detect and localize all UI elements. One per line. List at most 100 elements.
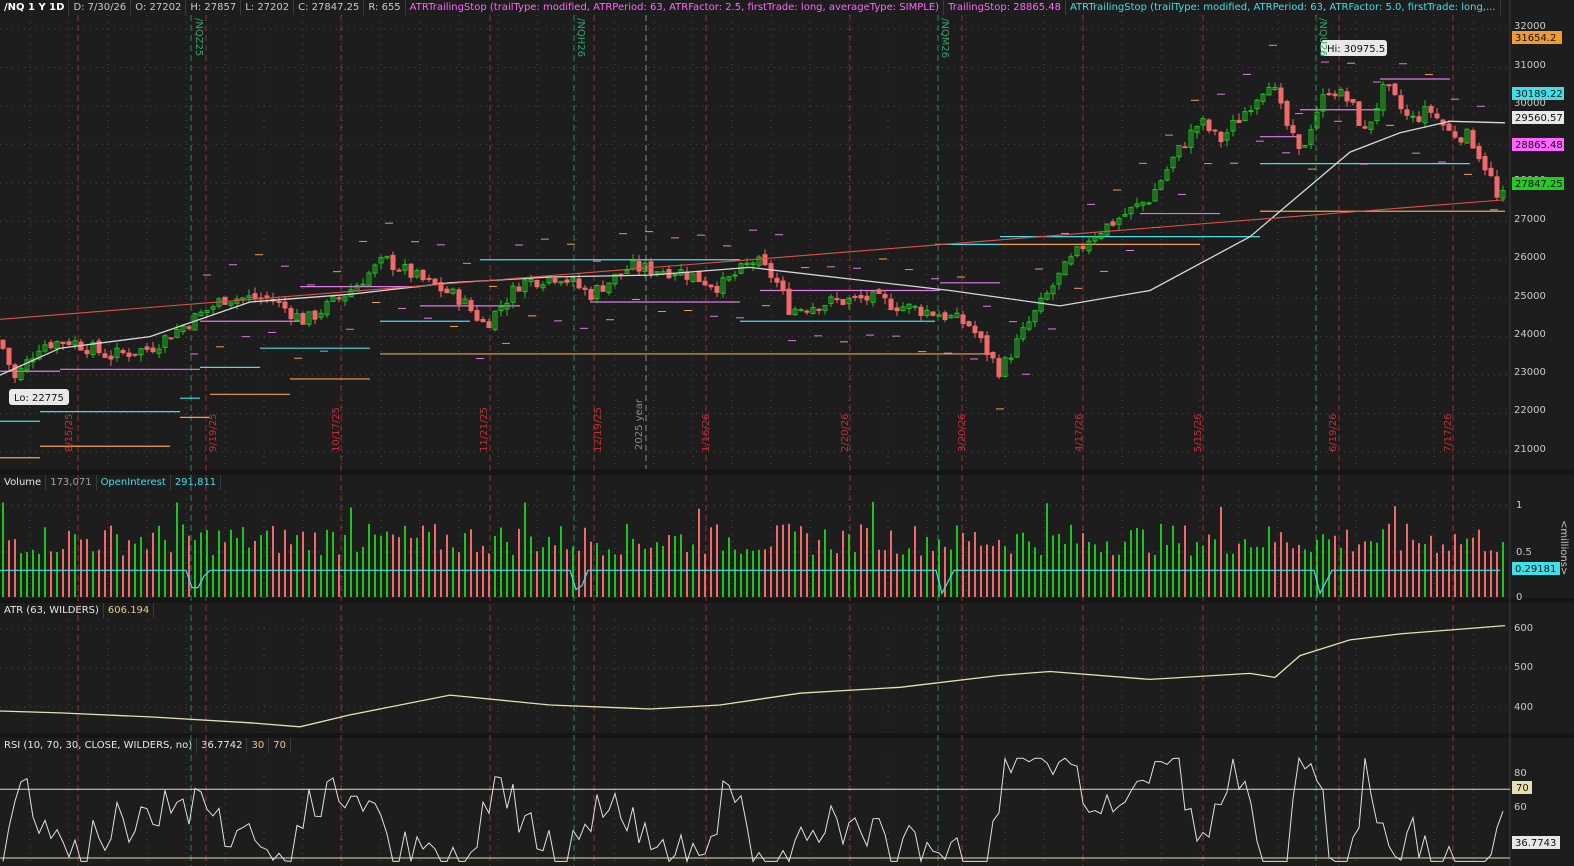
pane-separator[interactable] <box>0 733 1574 738</box>
trailing-stops <box>0 44 1505 459</box>
volume-title[interactable]: Volume <box>0 475 47 490</box>
candle-body <box>1416 116 1422 122</box>
candle-body <box>1008 357 1014 360</box>
study2-label[interactable]: ATRTrailingStop (trailType: modified, AT… <box>1066 0 1501 15</box>
candle-body <box>1140 201 1146 206</box>
volume-bar <box>116 534 118 597</box>
volume-bar <box>266 530 268 597</box>
candle-body <box>906 303 912 309</box>
candle-body <box>96 340 102 354</box>
atr-plot <box>0 624 1506 728</box>
volume-bar <box>1010 553 1012 597</box>
volume-bar <box>1454 534 1456 597</box>
volume-bar <box>356 551 358 597</box>
date-labels: 8/15/25 9/19/25 10/17/25 11/21/25 12/19/… <box>64 407 1454 452</box>
volume-bar <box>836 553 838 597</box>
candle-body <box>810 307 816 314</box>
volume-bar <box>1250 547 1252 597</box>
candle-body <box>72 340 78 346</box>
rsi-title[interactable]: RSI (10, 70, 30, CLOSE, WILDERS, no) <box>0 738 198 753</box>
candle-body <box>276 301 282 304</box>
candle-body <box>1146 202 1152 205</box>
price-axis[interactable]: 32000 31000 30000 29000 28000 27000 2600… <box>1512 21 1564 455</box>
volume-bar <box>32 549 34 597</box>
candle-body <box>378 257 384 264</box>
pane-separator[interactable] <box>0 598 1574 603</box>
volume-bar <box>866 528 868 597</box>
volume-bar <box>830 549 832 597</box>
volume-bar <box>566 549 568 597</box>
candle-body <box>1296 134 1302 149</box>
volume-bar <box>128 540 130 597</box>
volume-bar <box>1058 533 1060 597</box>
candle-body <box>960 314 966 325</box>
volume-bar <box>932 550 934 597</box>
candle-body <box>948 314 954 319</box>
candle-body <box>822 305 828 311</box>
volume-bar <box>998 539 1000 597</box>
pane-separator[interactable] <box>0 469 1574 475</box>
rsi-axis[interactable]: 80 60 70 36.7743 <box>1512 768 1560 849</box>
candle-body <box>570 277 576 283</box>
study1-label[interactable]: ATRTrailingStop (trailType: modified, AT… <box>406 0 945 15</box>
candle-body <box>732 274 738 277</box>
volume-bar <box>1382 529 1384 597</box>
volume-bar <box>614 554 616 597</box>
candle-body <box>180 325 186 333</box>
volume-bar <box>1484 551 1486 597</box>
volume-axis[interactable]: 1 0.5 0 <millions> 0.29181 <box>1512 500 1569 603</box>
candle-body <box>888 298 894 310</box>
candle-body <box>624 269 630 274</box>
volume-bar <box>1166 544 1168 597</box>
candle-body <box>1284 100 1290 126</box>
candle-body <box>858 294 864 299</box>
candle-body <box>156 348 162 354</box>
volume-bar <box>272 525 274 597</box>
volume-bar <box>536 551 538 597</box>
candle-body <box>126 352 132 357</box>
volume-bar <box>416 537 418 597</box>
candle-body <box>138 348 144 356</box>
volume-bar <box>392 534 394 597</box>
volume-bar <box>86 539 88 597</box>
symbol-label[interactable]: /NQ 1 Y 1D <box>0 0 70 15</box>
atr-axis[interactable]: 600 500 400 <box>1514 623 1533 713</box>
volume-bar <box>602 555 604 597</box>
rsi-plot <box>0 756 1510 864</box>
candle-body <box>168 337 174 340</box>
volume-bar <box>710 527 712 597</box>
volume-bar <box>968 541 970 597</box>
candle-body <box>336 297 342 300</box>
cyan-stop-badge-text: 30189.22 <box>1515 89 1563 100</box>
volume-bar <box>1412 539 1414 597</box>
atr-title[interactable]: ATR (63, WILDERS) <box>0 603 104 618</box>
candle-body <box>1122 214 1128 217</box>
volume-bar <box>1082 533 1084 597</box>
candle-body <box>654 271 660 274</box>
rsi-tick: 80 <box>1514 768 1527 779</box>
volume-bar <box>1124 541 1126 597</box>
candle-body <box>918 306 924 316</box>
volume-tick: 1 <box>1516 500 1522 511</box>
candle-body <box>1320 94 1326 112</box>
contract-labels: /NQZ25 /NQH26 /NQM26 /NQU26 <box>193 18 1328 58</box>
candle-body <box>1242 111 1248 122</box>
volume-bar <box>1346 529 1348 597</box>
candle-body <box>144 346 150 350</box>
volume-bar <box>1154 554 1156 597</box>
volume-bar <box>212 555 214 597</box>
candle-body <box>366 272 372 286</box>
candle-body <box>1428 106 1434 113</box>
candle-body <box>726 276 732 281</box>
overlays <box>0 120 1506 376</box>
candle-body <box>420 269 426 281</box>
candle-body <box>606 282 612 293</box>
candle-body <box>318 312 324 318</box>
volume-bar <box>1328 539 1330 597</box>
oi-title[interactable]: OpenInterest <box>97 475 171 490</box>
candle-body <box>516 286 522 292</box>
volume-bar <box>482 545 484 597</box>
candle-body <box>414 270 420 278</box>
volume-bar <box>254 540 256 597</box>
